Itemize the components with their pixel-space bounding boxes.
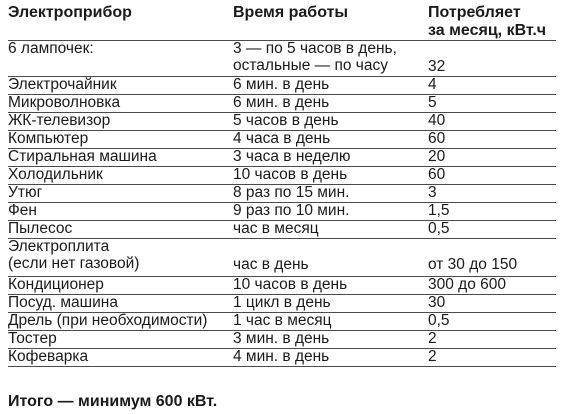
table-row: Пылесос час в месяц 0,5 [0, 220, 565, 239]
table-row: Стиральная машина 3 часа в неделю 20 [0, 148, 565, 167]
cell-device: Посуд. машина [8, 294, 118, 311]
table-row: Утюг 8 раз по 15 мин. 3 [0, 184, 565, 203]
cell-kwh: 4 [428, 76, 437, 93]
cell-kwh: 30 [428, 294, 446, 311]
row-divider [8, 76, 556, 77]
table-row: 6 лампочек: 3 — по 5 часов в день, остал… [0, 40, 565, 77]
row-divider [8, 294, 556, 295]
cell-time: 10 часов в день [233, 166, 348, 183]
cell-time-line1: 3 — по 5 часов в день, [233, 40, 397, 57]
table-row: Дрель (при необходимости) 1 час в месяц … [0, 312, 565, 331]
cell-time-line2: остальные — по часу [233, 57, 388, 74]
cell-device: Пылесос [8, 220, 73, 237]
header-consumption-line2: за месяц, кВт.ч [428, 22, 547, 39]
cell-kwh: 32 [428, 58, 446, 75]
table-row: Кофеварка 4 мин. в день 2 [0, 348, 565, 367]
table-row: Тостер 3 мин. в день 2 [0, 330, 565, 349]
row-divider [8, 202, 556, 203]
row-divider [8, 238, 556, 239]
total-summary: Итого — минимум 600 кВт. [8, 393, 218, 410]
header-device: Электроприбор [8, 4, 132, 21]
cell-device: Тостер [8, 330, 57, 347]
row-divider [8, 166, 556, 167]
cell-device: Электрочайник [8, 76, 117, 93]
cell-time: 9 раз по 10 мин. [233, 202, 350, 219]
table-row: Посуд. машина 1 цикл в день 30 [0, 294, 565, 313]
cell-device: Микроволновка [8, 94, 121, 111]
table-row: Фен 9 раз по 10 мин. 1,5 [0, 202, 565, 221]
cell-device: Кофеварка [8, 348, 89, 365]
header-consumption-line1: Потребляет [428, 4, 521, 21]
cell-device: Утюг [8, 184, 43, 201]
cell-kwh: 0,5 [428, 312, 450, 329]
row-divider [8, 366, 556, 367]
cell-device: Кондиционер [8, 276, 104, 293]
cell-device-line2: (если нет газовой) [8, 255, 140, 272]
row-divider [8, 148, 556, 149]
cell-time: час в день [233, 256, 309, 273]
cell-device: Дрель (при необходимости) [8, 312, 208, 329]
cell-kwh: 40 [428, 112, 446, 129]
cell-device: Компьютер [8, 130, 89, 147]
cell-time: час в месяц [233, 220, 319, 237]
table-row: Холодильник 10 часов в день 60 [0, 166, 565, 185]
cell-kwh: от 30 до 150 [428, 256, 518, 273]
row-divider [8, 220, 556, 221]
cell-time: 1 час в месяц [233, 312, 332, 329]
cell-kwh: 0,5 [428, 220, 450, 237]
cell-device-line1: Электроплита [8, 238, 110, 255]
row-divider [8, 130, 556, 131]
table-row: ЖК-телевизор 5 часов в день 40 [0, 112, 565, 131]
cell-time: 1 цикл в день [233, 294, 331, 311]
cell-time: 6 мин. в день [233, 94, 330, 111]
cell-device: ЖК-телевизор [8, 112, 111, 129]
row-divider [8, 112, 556, 113]
row-divider [8, 348, 556, 349]
cell-device: Стиральная машина [8, 148, 157, 165]
cell-kwh: 300 до 600 [428, 276, 506, 293]
cell-time: 5 часов в день [233, 112, 339, 129]
header-time: Время работы [233, 4, 349, 21]
table-row: Компьютер 4 часа в день 60 [0, 130, 565, 149]
table-row: Микроволновка 6 мин. в день 5 [0, 94, 565, 113]
header-consumption: Потребляет за месяц, кВт.ч [428, 4, 546, 40]
cell-time: 10 часов в день [233, 276, 348, 293]
table-row: Кондиционер 10 часов в день 300 до 600 [0, 276, 565, 295]
cell-kwh: 60 [428, 130, 446, 147]
cell-kwh: 1,5 [428, 202, 450, 219]
cell-kwh: 2 [428, 330, 437, 347]
consumption-table: 6 лампочек: 3 — по 5 часов в день, остал… [0, 40, 565, 367]
cell-time: 3 — по 5 часов в день, остальные — по ча… [233, 40, 397, 74]
cell-time: 3 мин. в день [233, 330, 330, 347]
row-divider [8, 94, 556, 95]
cell-kwh: 5 [428, 94, 437, 111]
cell-time: 8 раз по 15 мин. [233, 184, 350, 201]
cell-device: Электроплита (если нет газовой) [8, 238, 139, 272]
table-header: Электроприбор Время работы Потребляет за… [0, 4, 565, 44]
cell-device: 6 лампочек: [8, 40, 94, 57]
table-row: Электроплита (если нет газовой) час в де… [0, 238, 565, 277]
row-divider [8, 276, 556, 277]
cell-time: 3 часа в неделю [233, 148, 351, 165]
row-divider [8, 184, 556, 185]
table-row: Электрочайник 6 мин. в день 4 [0, 76, 565, 95]
cell-time: 6 мин. в день [233, 76, 330, 93]
cell-kwh: 3 [428, 184, 437, 201]
header-divider [8, 40, 556, 41]
cell-kwh: 20 [428, 148, 446, 165]
cell-time: 4 часа в день [233, 130, 331, 147]
cell-device: Фен [8, 202, 37, 219]
row-divider [8, 330, 556, 331]
cell-kwh: 60 [428, 166, 446, 183]
cell-kwh: 2 [428, 348, 437, 365]
row-divider [8, 312, 556, 313]
cell-time: 4 мин. в день [233, 348, 330, 365]
cell-device: Холодильник [8, 166, 103, 183]
